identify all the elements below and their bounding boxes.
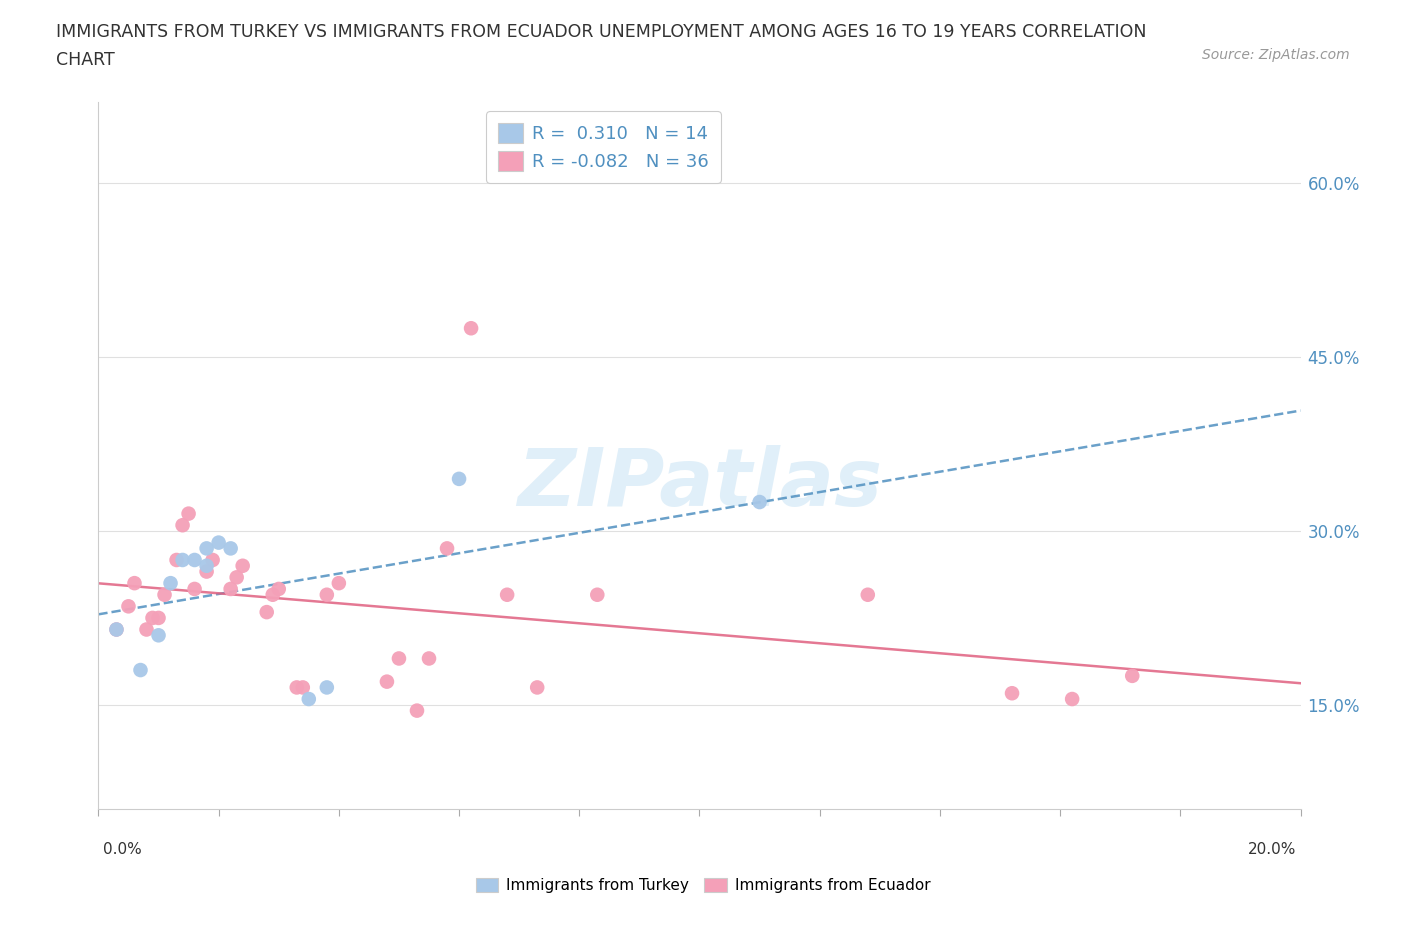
Point: [388, 651, 411, 666]
Point: [267, 581, 290, 596]
Point: [148, 628, 170, 643]
Point: [496, 588, 519, 603]
Point: [124, 576, 146, 591]
Text: 20.0%: 20.0%: [1249, 842, 1296, 857]
Point: [105, 622, 128, 637]
Point: [129, 662, 152, 677]
Point: [195, 565, 218, 579]
Point: [298, 692, 321, 707]
Point: [315, 680, 337, 695]
Point: [183, 581, 205, 596]
Point: [159, 576, 181, 591]
Point: [291, 680, 314, 695]
Text: IMMIGRANTS FROM TURKEY VS IMMIGRANTS FROM ECUADOR UNEMPLOYMENT AMONG AGES 16 TO : IMMIGRANTS FROM TURKEY VS IMMIGRANTS FRO…: [56, 23, 1147, 41]
Point: [460, 321, 482, 336]
Point: [586, 588, 609, 603]
Point: [1062, 692, 1084, 707]
Point: [447, 472, 470, 486]
Point: [406, 703, 429, 718]
Point: [1001, 685, 1024, 700]
Legend: Immigrants from Turkey, Immigrants from Ecuador: Immigrants from Turkey, Immigrants from …: [470, 871, 936, 899]
Point: [262, 588, 284, 603]
Point: [219, 541, 242, 556]
Text: ZIPatlas: ZIPatlas: [517, 445, 882, 523]
Point: [195, 541, 218, 556]
Point: [105, 622, 128, 637]
Point: [418, 651, 440, 666]
Point: [201, 552, 224, 567]
Point: [117, 599, 139, 614]
Text: CHART: CHART: [56, 51, 115, 69]
Point: [219, 581, 242, 596]
Point: [195, 558, 218, 573]
Text: 0.0%: 0.0%: [103, 842, 142, 857]
Point: [177, 506, 200, 521]
Point: [328, 576, 350, 591]
Point: [436, 541, 458, 556]
Point: [375, 674, 398, 689]
Point: [225, 570, 247, 585]
Point: [141, 610, 163, 625]
Legend: R =  0.310   N = 14, R = -0.082   N = 36: R = 0.310 N = 14, R = -0.082 N = 36: [486, 112, 721, 182]
Point: [1121, 669, 1143, 684]
Point: [148, 610, 170, 625]
Point: [208, 535, 231, 550]
Point: [172, 552, 194, 567]
Point: [526, 680, 548, 695]
Point: [183, 552, 205, 567]
Point: [135, 622, 157, 637]
Point: [232, 558, 254, 573]
Point: [153, 588, 176, 603]
Point: [166, 552, 188, 567]
Point: [856, 588, 879, 603]
Text: Source: ZipAtlas.com: Source: ZipAtlas.com: [1202, 48, 1350, 62]
Point: [172, 518, 194, 533]
Point: [285, 680, 308, 695]
Point: [315, 588, 337, 603]
Point: [256, 604, 278, 619]
Point: [748, 495, 770, 510]
